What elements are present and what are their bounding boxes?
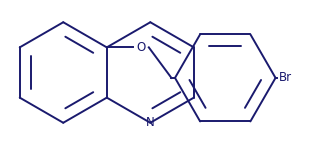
Text: O: O (136, 41, 146, 54)
Text: Br: Br (278, 71, 291, 84)
Text: N: N (146, 116, 155, 129)
